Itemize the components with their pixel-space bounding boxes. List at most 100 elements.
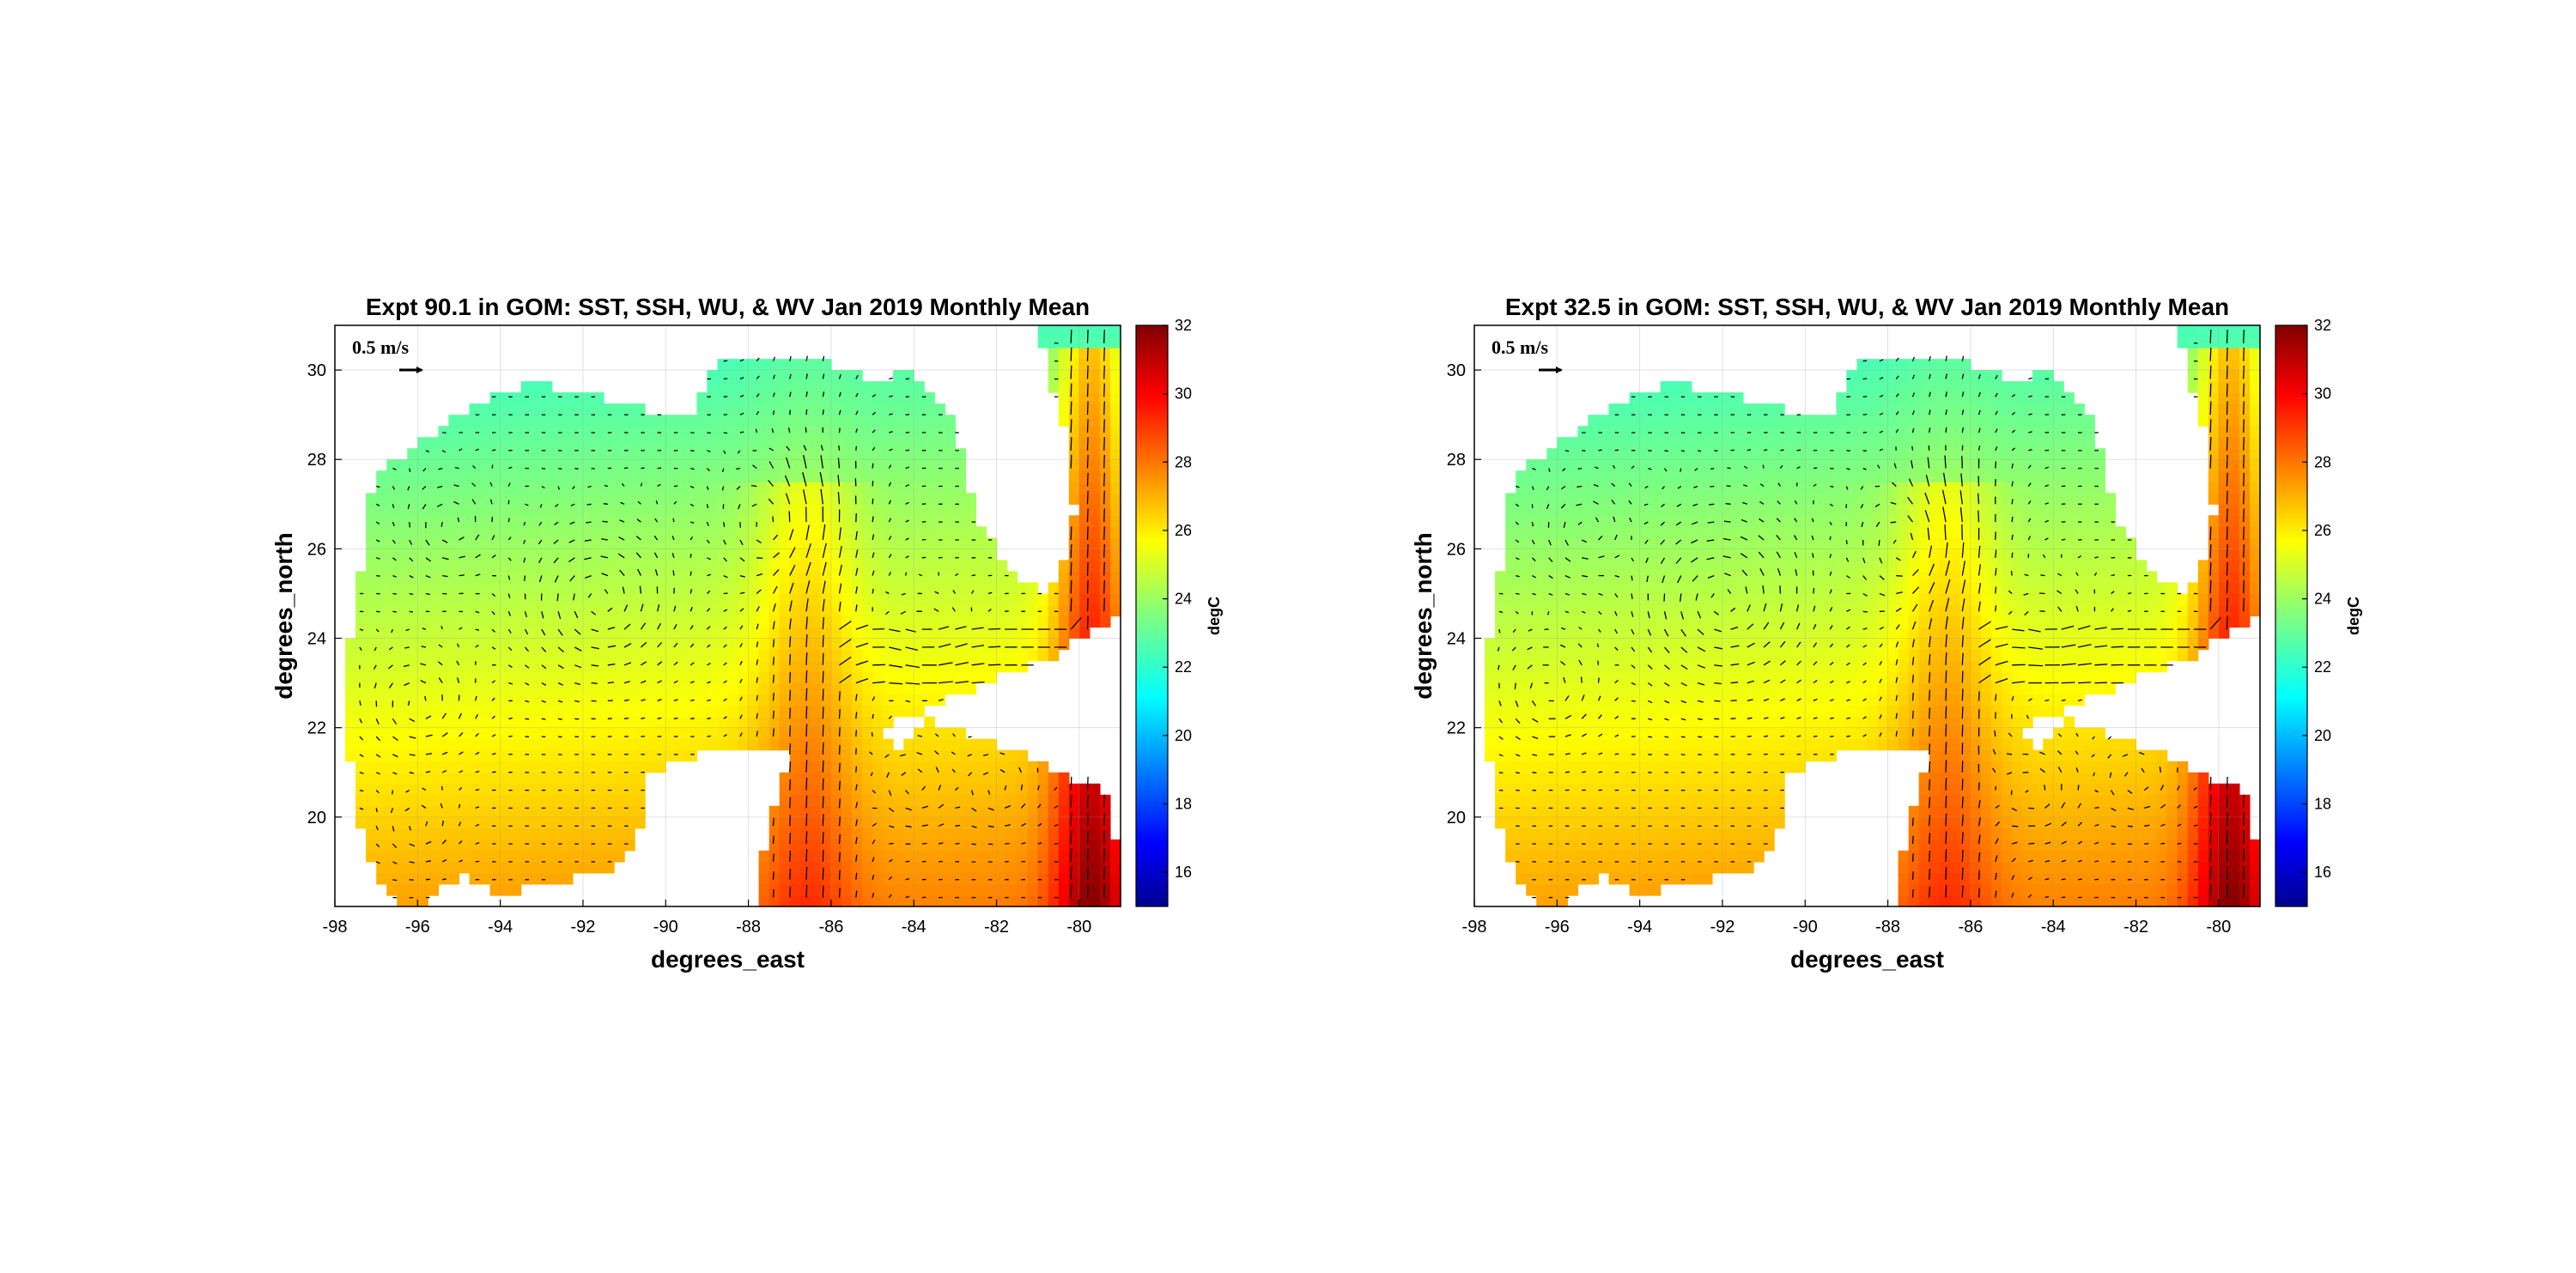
sst-cell: [1639, 515, 1651, 527]
sst-cell: [614, 805, 625, 818]
sst-cell: [624, 671, 635, 684]
sst-cell: [1711, 827, 1723, 840]
sst-cell: [1536, 627, 1547, 640]
sst-cell: [1567, 805, 1579, 818]
sst-cell: [1649, 839, 1662, 852]
sst-cell: [624, 448, 635, 460]
sst-cell: [417, 694, 428, 706]
current-vector: [425, 878, 430, 881]
sst-cell: [769, 392, 781, 404]
sst-cell: [1526, 682, 1537, 695]
current-vector: [872, 411, 877, 415]
sst-cell: [1505, 504, 1516, 516]
sst-cell: [727, 381, 739, 393]
sst-cell: [934, 649, 945, 662]
sst-cell: [510, 850, 522, 863]
sst-cell: [820, 571, 832, 584]
sst-cell: [748, 627, 760, 640]
sst-cell: [810, 850, 822, 863]
sst-cell: [479, 582, 491, 595]
sst-cell: [1691, 415, 1703, 427]
sst-cell: [1598, 437, 1610, 449]
y-tick-label: 24: [307, 630, 326, 649]
sst-cell: [489, 772, 501, 785]
sst-cell: [448, 426, 460, 438]
sst-cell: [696, 638, 708, 651]
current-vector: [508, 466, 513, 470]
sst-cell: [500, 884, 512, 896]
sst-cell: [655, 660, 666, 673]
sst-cell: [366, 738, 377, 751]
current-vector: [707, 717, 711, 719]
sst-cell: [1649, 861, 1662, 874]
sst-cell: [1068, 827, 1080, 840]
sst-cell: [1577, 560, 1589, 573]
sst-cell: [945, 772, 956, 785]
sst-cell: [1691, 660, 1703, 673]
current-vector: [889, 646, 902, 651]
sst-cell: [1037, 638, 1049, 651]
sst-cell: [1629, 560, 1641, 573]
current-vector: [805, 777, 808, 791]
sst-cell: [852, 805, 863, 818]
current-vector: [657, 699, 662, 702]
current-vector: [409, 861, 415, 864]
sst-cell: [645, 627, 656, 640]
sst-cell: [1099, 604, 1111, 617]
current-vector: [1103, 454, 1105, 469]
sst-cell: [799, 749, 811, 762]
current-vector: [751, 503, 757, 507]
sst-cell: [727, 604, 739, 617]
sst-cell: [727, 426, 739, 438]
sst-cell: [1110, 336, 1121, 349]
sst-cell: [386, 794, 398, 807]
sst-cell: [965, 627, 977, 640]
sst-cell: [428, 705, 440, 718]
sst-cell: [758, 850, 770, 863]
sst-cell: [1516, 749, 1527, 762]
sst-cell: [428, 571, 440, 584]
current-vector: [820, 445, 823, 451]
sst-cell: [872, 604, 884, 617]
sst-cell: [862, 493, 873, 505]
current-vector: [425, 734, 433, 737]
sst-cell: [1099, 348, 1111, 360]
sst-cell: [397, 504, 408, 516]
sst-cell: [1629, 649, 1641, 662]
current-vector: [1004, 805, 1011, 809]
current-vector: [373, 664, 377, 670]
current-vector: [525, 682, 530, 686]
current-vector: [374, 646, 377, 652]
sst-cell: [986, 593, 998, 606]
sst-cell: [1680, 738, 1692, 751]
axes-frame: [334, 324, 1121, 907]
current-vector: [441, 712, 447, 719]
sst-cell: [1691, 549, 1703, 561]
sst-cell: [862, 805, 873, 818]
sst-cell: [841, 582, 853, 595]
current-vector: [706, 468, 710, 472]
sst-cell: [1711, 560, 1723, 573]
sst-cell: [1680, 426, 1692, 438]
sst-cell: [789, 649, 801, 662]
sst-cell: [1670, 549, 1682, 561]
sst-cell: [1546, 861, 1558, 874]
sst-cell: [1567, 850, 1579, 863]
sst-cell: [355, 738, 367, 751]
sst-cell: [562, 515, 574, 527]
sst-cell: [799, 738, 811, 751]
sst-cell: [1670, 649, 1682, 662]
sst-cell: [955, 805, 967, 818]
current-vector: [601, 573, 609, 577]
sst-cell: [696, 727, 708, 740]
sst-cell: [717, 426, 729, 438]
sst-cell: [489, 816, 501, 829]
sst-cell: [1110, 381, 1121, 393]
sst-cell: [593, 694, 605, 706]
sst-cell: [624, 549, 635, 561]
sst-cell: [510, 459, 522, 471]
sst-cell: [1608, 671, 1620, 684]
sst-cell: [1058, 325, 1070, 337]
sst-cell: [1598, 839, 1610, 852]
sst-cell: [862, 470, 873, 482]
